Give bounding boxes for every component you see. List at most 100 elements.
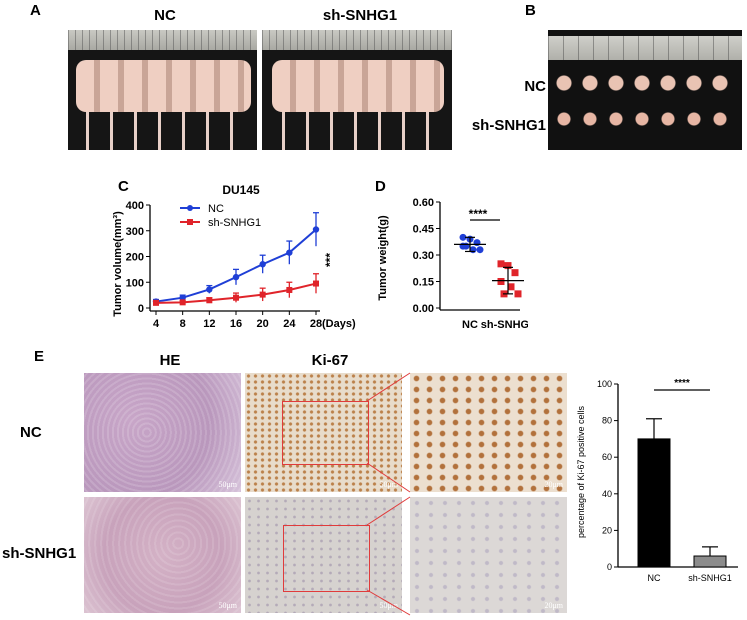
legend-marker-nc [187,205,193,211]
chart-d-point-sh-snhg1 [507,283,515,291]
chart-e-bar-sh-snhg1 [693,555,727,568]
chart-c-point-sh-snhg1 [313,280,319,287]
zoom-line-nc-bottom [366,462,411,493]
chart-e: percentage of Ki-67 positive cells 0 20 40… [576,378,738,583]
micrograph-ki67-sh-snhg1: 50μm [245,497,402,613]
zoom-box-sh-snhg1 [283,525,370,592]
scalebar-zoom-sh: 20μm [544,601,563,610]
panel-label-b: B [525,2,536,19]
chart-c-point-nc [179,294,186,301]
zoom-connectors [366,372,411,616]
mice-photo-sh-snhg1 [262,30,452,150]
chart-d-significance: **** [469,207,488,221]
chart-e-ytick-label: 60 [602,452,612,462]
chart-c-point-nc [312,226,320,233]
panel-label-a: A [30,2,41,19]
tumor-photo [548,30,742,150]
chart-e-ytick-label: 0 [607,562,612,572]
scalebar-he-nc: 50μm [218,480,237,489]
chart-c-ytick-label: 300 [126,226,144,238]
chart-d-ytick-label: 0.30 [413,250,434,262]
chart-d: Tumor weight(g) 0.00 0.15 0.30 0.45 0.60 NC sh… [377,197,528,331]
micrograph-ki67-zoom-nc: 20μm [410,373,567,492]
micrograph-ki67-nc: 50μm [245,373,402,492]
chart-c-point-nc [232,273,240,281]
group-label-sh-snhg1: sh-SNHG1 [322,7,398,24]
chart-d-point-sh-snhg1 [497,278,505,285]
chart-c-point-sh-snhg1 [179,299,186,306]
chart-c-point-nc [206,286,213,293]
chart-c-title: DU145 [222,183,260,197]
scalebar-ki67-nc: 50μm [379,480,398,489]
row-label-nc-e: NC [20,424,42,441]
chart-c: DU145 Tumor volume(mm³) 0 100 200 300 400 4 8 1… [112,183,356,330]
legend-label-sh-snhg1: sh-SNHG1 [208,217,261,229]
col-label-he: HE [159,352,181,369]
chart-d-point-sh-snhg1 [511,269,519,277]
chart-d-ytick-label: 0.00 [413,303,434,315]
zoom-line-sh-bottom [366,589,411,616]
chart-d-point-nc [462,242,470,250]
row-label-nc-b: NC [524,78,546,95]
chart-c-point-nc [286,249,293,256]
chart-c-ytick-label: 400 [126,200,144,212]
chart-d-point-sh-snhg1 [497,260,505,268]
legend-marker-sh-snhg1 [187,219,193,225]
chart-d-xtick-label: sh-SNHG1 [481,319,528,331]
chart-c-xtick-label: 16 [230,318,242,330]
group-label-nc: NC [154,7,176,24]
row-label-sh-snhg1-b: sh-SNHG1 [471,117,546,134]
zoom-line-sh-top [366,496,411,526]
chart-c-xtick-label: 4 [153,318,160,330]
chart-e-ytick-label: 20 [602,525,612,535]
chart-e-xtick-label: sh-SNHG1 [688,573,732,583]
chart-e-ytick-label: 40 [602,489,612,499]
chart-e-significance: **** [674,378,690,389]
chart-d-point-sh-snhg1 [504,262,512,270]
chart-d-point-nc [473,239,481,247]
micrograph-ki67-zoom-sh-snhg1: 20μm [410,497,567,613]
chart-e-xtick-label: NC [648,573,661,583]
chart-c-xtick-label: 28 [310,318,322,330]
mice-photo-nc [68,30,257,150]
chart-d-point-sh-snhg1 [514,290,522,298]
scalebar-zoom-nc: 20μm [544,480,563,489]
chart-c-point-nc [259,261,266,268]
chart-e-ylabel: percentage of Ki-67 positive cells [576,405,586,538]
chart-c-point-sh-snhg1 [206,297,213,304]
chart-c-xtick-label: 20 [257,318,269,330]
chart-d-xtick-label: NC [462,319,478,331]
chart-c-point-sh-snhg1 [233,294,239,301]
chart-d-point-nc [459,233,467,241]
chart-c-ylabel: Tumor volume(mm³) [112,211,124,317]
col-label-ki67: Ki-67 [311,352,349,369]
micrograph-he-sh-snhg1: 50μm [84,497,241,613]
row-label-sh-snhg1-e: sh-SNHG1 [2,545,77,562]
micrograph-he-nc: 50μm [84,373,241,492]
legend-label-nc: NC [208,203,224,215]
chart-e-ytick-label: 100 [597,379,612,389]
chart-d-ytick-label: 0.15 [413,277,434,289]
chart-c-significance: *** [323,253,337,267]
zoom-box-nc [282,401,369,465]
panel-label-d: D [375,178,386,195]
chart-c-xlabel: (Days) [322,318,356,330]
panel-label-e: E [34,348,45,365]
chart-c-point-sh-snhg1 [153,299,159,306]
chart-c-point-sh-snhg1 [286,286,293,293]
chart-e-ytick-label: 80 [602,416,612,426]
chart-d-point-nc [476,246,484,254]
chart-c-xtick-label: 12 [203,318,215,330]
chart-c-ytick-label: 100 [126,277,144,289]
chart-d-ytick-label: 0.60 [413,197,434,209]
chart-c-xtick-label: 8 [180,318,186,330]
chart-e-bar-nc [637,438,671,568]
chart-c-ytick-label: 0 [138,303,144,315]
chart-c-ytick-label: 200 [126,252,144,264]
scalebar-he-sh: 50μm [218,601,237,610]
chart-c-point-sh-snhg1 [259,291,266,298]
panel-label-c: C [118,178,129,195]
chart-d-ytick-label: 0.45 [413,224,434,236]
zoom-line-nc-top [366,372,411,402]
chart-d-ylabel: Tumor weight(g) [377,215,389,301]
